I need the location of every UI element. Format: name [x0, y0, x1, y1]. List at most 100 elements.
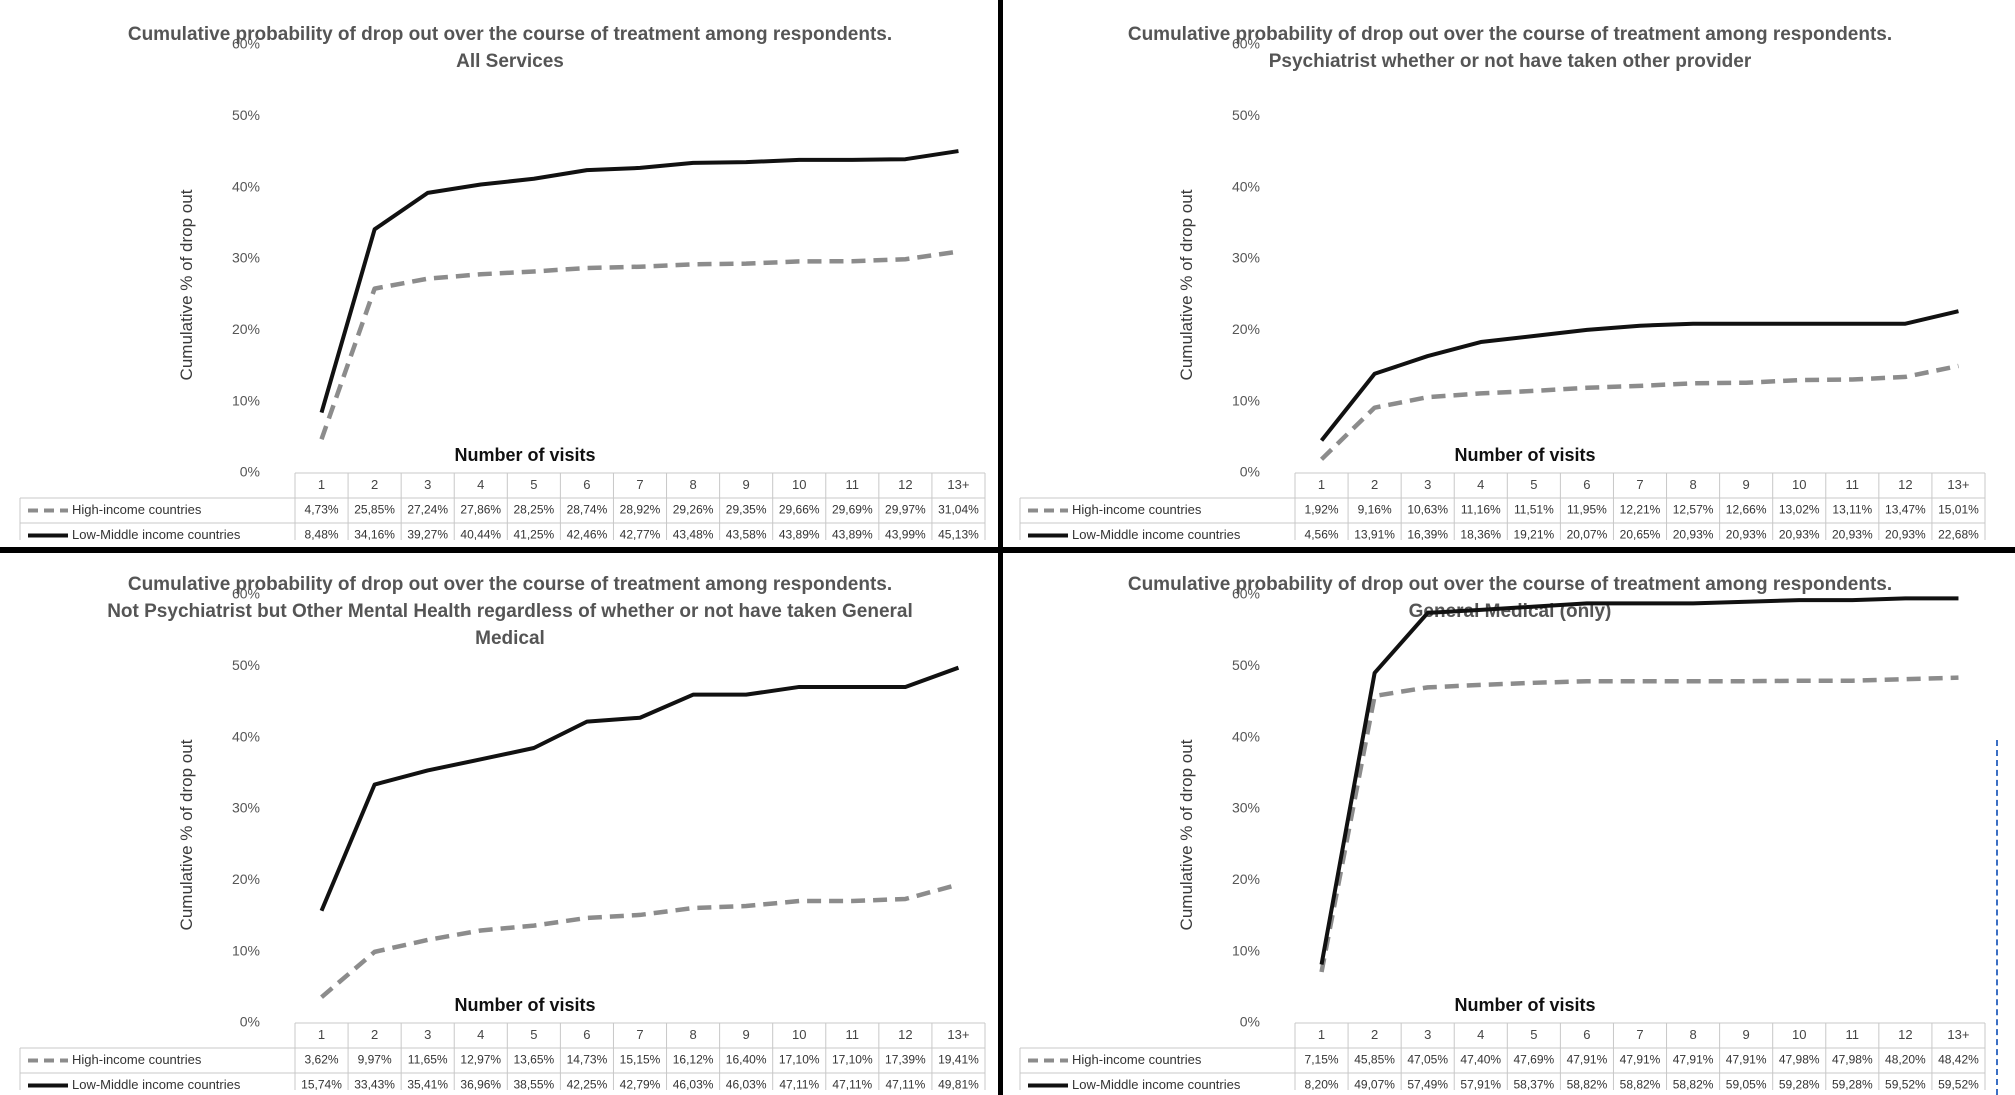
x-tick-label: 1	[318, 1027, 325, 1042]
x-tick-label: 4	[477, 477, 484, 492]
x-tick-label: 5	[1530, 477, 1537, 492]
y-tick-label: 0%	[240, 1014, 260, 1030]
chart-title: Cumulative probability of drop out over …	[1075, 571, 1945, 625]
x-tick-label: 5	[530, 477, 537, 492]
legend-entry: Low-Middle income countries	[72, 527, 241, 540]
chart-panel-other-mental-health: Cumulative probability of drop out over …	[15, 555, 1005, 1090]
x-tick-label: 4	[1477, 1027, 1484, 1042]
y-tick-label: 30%	[232, 800, 260, 816]
data-label: 35,41%	[407, 1078, 448, 1090]
y-tick-label: 40%	[1232, 728, 1260, 744]
data-label: 33,43%	[354, 1078, 395, 1090]
chart-title-line: Cumulative probability of drop out over …	[1127, 24, 1893, 45]
data-label: 9,16%	[1358, 503, 1392, 517]
x-tick-label: 7	[1636, 477, 1643, 492]
data-label: 20,93%	[1673, 528, 1714, 540]
data-label: 59,05%	[1726, 1078, 1767, 1090]
data-label: 43,99%	[885, 528, 926, 540]
x-tick-label: 4	[1477, 477, 1484, 492]
data-label: 13,11%	[1832, 503, 1872, 517]
x-tick-label: 6	[583, 477, 590, 492]
x-tick-label: 8	[1689, 1027, 1696, 1042]
x-tick-label: 1	[1318, 1027, 1325, 1042]
data-label: 59,52%	[1885, 1078, 1926, 1090]
data-label: 17,10%	[832, 1053, 873, 1067]
data-label: 1,92%	[1305, 503, 1339, 517]
y-tick-label: 60%	[232, 586, 260, 602]
x-tick-label: 2	[1371, 477, 1378, 492]
data-label: 11,16%	[1461, 503, 1501, 517]
data-label: 8,20%	[1305, 1078, 1339, 1090]
data-label: 29,66%	[779, 503, 820, 517]
data-label: 29,97%	[885, 503, 926, 517]
chart-svg: 0%10%20%30%40%50%60%1 2 3 4 5 6 7 8 9 10 11 12 13+Hi…	[19, 586, 986, 1090]
x-tick-label: 6	[1583, 1027, 1590, 1042]
data-label: 17,10%	[779, 1053, 820, 1067]
x-tick-label: 2	[371, 1027, 378, 1042]
data-label: 27,24%	[407, 503, 448, 517]
y-tick-label: 10%	[1232, 942, 1260, 958]
data-label: 46,03%	[673, 1078, 714, 1090]
chart-title: Cumulative probability of drop out over …	[75, 21, 945, 75]
data-label: 42,77%	[620, 528, 661, 540]
y-tick-label: 40%	[232, 178, 260, 194]
chart-panel-psychiatrist: Cumulative probability of drop out over …	[1015, 5, 2005, 540]
data-label: 58,82%	[1620, 1078, 1661, 1090]
data-label: 57,91%	[1460, 1078, 1501, 1090]
data-label: 47,91%	[1567, 1053, 1608, 1067]
data-label: 20,65%	[1620, 528, 1661, 540]
data-label: 43,89%	[832, 528, 873, 540]
y-tick-label: 10%	[232, 942, 260, 958]
x-tick-label: 8	[1689, 477, 1696, 492]
x-tick-label: 11	[846, 1027, 860, 1042]
data-label: 28,74%	[567, 503, 608, 517]
data-label: 47,91%	[1673, 1053, 1714, 1067]
chart-subtitle: Psychiatrist whether or not have taken o…	[1268, 51, 1752, 72]
legend-entry: Low-Middle income countries	[1072, 527, 1241, 540]
x-tick-label: 3	[1424, 1027, 1431, 1042]
data-label: 9,97%	[358, 1053, 392, 1067]
x-tick-label: 12	[1898, 477, 1912, 492]
x-tick-label: 6	[583, 1027, 590, 1042]
data-label: 11,95%	[1567, 503, 1607, 517]
x-tick-label: 13+	[947, 1027, 969, 1042]
data-label: 17,39%	[885, 1053, 926, 1067]
x-tick-label: 9	[1743, 1027, 1750, 1042]
y-tick-label: 20%	[1232, 321, 1260, 337]
y-tick-label: 0%	[1240, 1014, 1260, 1030]
chart-title-line: Cumulative probability of drop out over …	[127, 24, 893, 45]
x-tick-label: 7	[1636, 1027, 1643, 1042]
data-label: 4,56%	[1305, 528, 1339, 540]
data-label: 16,40%	[726, 1053, 767, 1067]
data-label: 47,05%	[1407, 1053, 1448, 1067]
x-tick-label: 2	[371, 477, 378, 492]
data-label: 59,28%	[1832, 1078, 1873, 1090]
y-tick-label: 50%	[232, 657, 260, 673]
data-label: 47,11%	[832, 1078, 872, 1090]
x-tick-label: 11	[1846, 1027, 1860, 1042]
series-line	[1319, 309, 1959, 442]
data-label: 27,86%	[460, 503, 501, 517]
y-tick-label: 60%	[1232, 36, 1260, 52]
chart-subtitle: All Services	[456, 51, 564, 72]
x-tick-label: 3	[1424, 477, 1431, 492]
data-label: 43,48%	[673, 528, 714, 540]
data-label: 15,01%	[1938, 503, 1979, 517]
data-label: 10,63%	[1407, 503, 1448, 517]
data-label: 4,73%	[305, 503, 339, 517]
legend-entry: High-income countries	[1072, 502, 1202, 517]
y-tick-label: 40%	[1232, 178, 1260, 194]
x-tick-label: 3	[424, 1027, 431, 1042]
data-label: 15,15%	[620, 1053, 661, 1067]
y-tick-label: 50%	[1232, 107, 1260, 123]
y-tick-label: 20%	[232, 321, 260, 337]
data-label: 59,28%	[1779, 1078, 1820, 1090]
data-table-grid	[1019, 472, 1986, 540]
y-tick-label: 30%	[232, 250, 260, 266]
legend-entry: Low-Middle income countries	[1072, 1077, 1241, 1090]
data-label: 12,21%	[1620, 503, 1661, 517]
data-label: 42,46%	[567, 528, 608, 540]
y-tick-label: 30%	[1232, 800, 1260, 816]
data-table-grid	[1019, 1022, 1986, 1090]
data-label: 29,35%	[726, 503, 767, 517]
